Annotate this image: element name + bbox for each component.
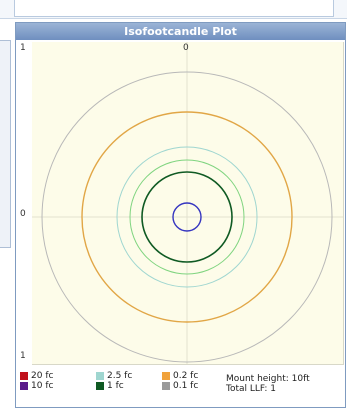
side-panel-tab[interactable] — [0, 40, 11, 248]
legend-swatch — [20, 372, 28, 380]
contour-0-1fc — [41, 71, 333, 363]
legend-swatch — [20, 382, 28, 390]
axis-label-top: 0 — [183, 43, 189, 53]
isofootcandle-plot-window: Isofootcandle Plot 1 0 1 0 20 fc 10 fc 2… — [15, 22, 346, 408]
legend: 20 fc 10 fc 2.5 fc 1 fc 0.2 fc 0.1 fc Mo… — [16, 369, 345, 409]
legend-label: 20 fc — [31, 371, 54, 381]
legend-item-20fc: 20 fc — [20, 371, 53, 381]
legend-item-0-2fc: 0.2 fc — [162, 371, 198, 381]
top-panel-inner — [14, 0, 334, 17]
legend-swatch — [96, 372, 104, 380]
isofootcandle-chart — [32, 42, 343, 364]
axis-label-top-left: 1 — [20, 43, 26, 53]
legend-item-10fc: 10 fc — [20, 381, 53, 391]
contour-0-2fc — [81, 111, 293, 323]
contour-20fc — [172, 202, 202, 232]
contour-0-5fc — [129, 159, 245, 275]
legend-label: 0.2 fc — [173, 371, 199, 381]
contour-2-5fc — [116, 146, 258, 288]
mount-height: Mount height: 10ft — [226, 374, 310, 384]
legend-swatch — [162, 372, 170, 380]
legend-label: 2.5 fc — [107, 371, 133, 381]
title-bar[interactable]: Isofootcandle Plot — [16, 23, 345, 40]
top-panel — [0, 0, 347, 19]
window-title: Isofootcandle Plot — [124, 25, 237, 38]
plot-area: 0 — [32, 42, 344, 365]
axis-label-bottom-left: 1 — [20, 351, 26, 361]
legend-item-1fc: 1 fc — [96, 381, 124, 391]
legend-label: 10 fc — [31, 381, 54, 391]
legend-item-2-5fc: 2.5 fc — [96, 371, 132, 381]
legend-swatch — [162, 382, 170, 390]
legend-label: 1 fc — [107, 381, 124, 391]
contour-1fc — [141, 171, 233, 263]
legend-label: 0.1 fc — [173, 381, 199, 391]
axis-label-middle-left: 0 — [20, 209, 26, 219]
legend-item-0-1fc: 0.1 fc — [162, 381, 198, 391]
legend-swatch — [96, 382, 104, 390]
total-llf: Total LLF: 1 — [226, 384, 277, 394]
